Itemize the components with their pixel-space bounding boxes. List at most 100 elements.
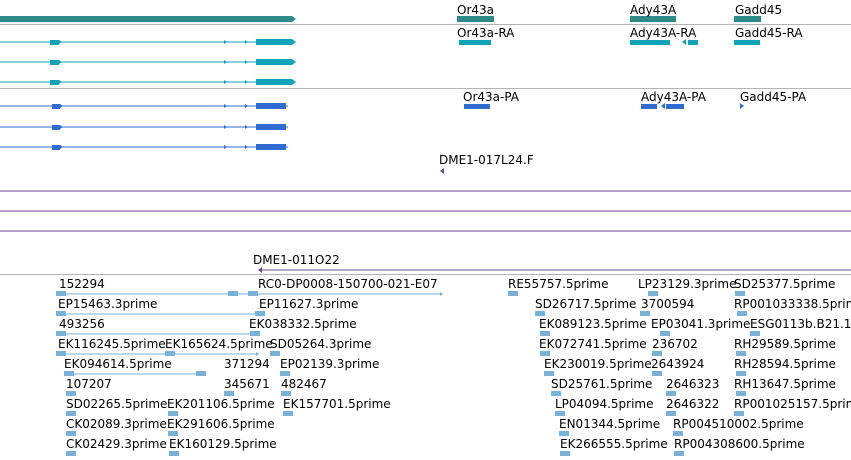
est-block xyxy=(196,371,206,376)
est-label[interactable]: EK094614.5prime xyxy=(64,357,172,371)
transcript-arrow xyxy=(292,39,296,45)
est-label[interactable]: EK157701.5prime xyxy=(283,397,391,411)
est-label[interactable]: RP001025157.5prime xyxy=(734,397,851,411)
est-label[interactable]: EK291606.5prime xyxy=(167,417,275,431)
est-label[interactable]: 493256 xyxy=(59,317,105,331)
est-block xyxy=(560,451,570,456)
est-label[interactable]: 345671 xyxy=(224,377,270,391)
est-label[interactable]: EK072741.5prime xyxy=(539,337,647,351)
est-label[interactable]: SD25377.5prime xyxy=(734,277,836,291)
est-label[interactable]: RH13647.5prime xyxy=(734,377,836,391)
gene-label-gadd45[interactable]: Gadd45 xyxy=(735,3,783,17)
est-label[interactable]: EP11627.3prime xyxy=(259,297,359,311)
est-label[interactable]: SD05264.3prime xyxy=(270,337,372,351)
est-label[interactable]: RC0-DP0008-150700-021-E07 xyxy=(258,277,438,291)
est-arrow xyxy=(256,352,259,356)
est-label[interactable]: 152294 xyxy=(59,277,105,291)
est-block xyxy=(169,451,179,456)
transcript-arrow xyxy=(292,59,296,65)
track-separator xyxy=(0,88,851,89)
est-block xyxy=(652,371,662,376)
est-label[interactable]: EK116245.5prime xyxy=(58,337,166,351)
est-label[interactable]: EK266555.5prime xyxy=(560,437,668,451)
est-label[interactable]: 107207 xyxy=(66,377,112,391)
est-label[interactable]: SD26717.5prime xyxy=(535,297,637,311)
gene-label-ady43a[interactable]: Ady43A xyxy=(630,3,677,17)
est-label[interactable]: 482467 xyxy=(281,377,327,391)
transcript-label-or43a-ra[interactable]: Or43a-RA xyxy=(457,26,515,40)
transcript-feature xyxy=(734,40,760,45)
est-label[interactable]: SD25761.5prime xyxy=(551,377,653,391)
est-label[interactable]: 2646322 xyxy=(666,397,720,411)
transcript-arrow xyxy=(224,40,227,44)
polypeptide-arrow xyxy=(245,145,248,149)
est-block xyxy=(56,331,66,336)
est-label[interactable]: 2643924 xyxy=(651,357,705,371)
clone-end-arrow xyxy=(258,267,262,273)
est-label[interactable]: 236702 xyxy=(652,337,698,351)
transcript-exon xyxy=(50,80,59,85)
est-label[interactable]: EN01344.5prime xyxy=(559,417,661,431)
est-label[interactable]: SD02265.5prime xyxy=(66,397,168,411)
est-block xyxy=(673,431,683,436)
est-label[interactable]: RP001033338.5prime xyxy=(734,297,851,311)
transcript-exon xyxy=(50,40,59,45)
clone-label-dme1-017l24-f[interactable]: DME1-017L24.F xyxy=(439,153,534,167)
est-label[interactable]: CK02089.3prime xyxy=(66,417,167,431)
est-block xyxy=(660,331,670,336)
est-block xyxy=(56,311,66,316)
est-label[interactable]: ESG0113b.B21.1 xyxy=(750,317,851,331)
est-label[interactable]: EK230019.5prime xyxy=(544,357,652,371)
gene-feature xyxy=(0,16,292,22)
polypeptide-exon xyxy=(256,124,286,130)
polypeptide-arrow xyxy=(60,125,63,129)
est-block xyxy=(224,391,234,396)
est-label[interactable]: EK038332.5prime xyxy=(249,317,357,331)
est-label[interactable]: RH28594.5prime xyxy=(734,357,836,371)
polypeptide-label-ady43a-pa[interactable]: Ady43A-PA xyxy=(641,90,706,104)
gene-label-or43a[interactable]: Or43a xyxy=(457,3,495,17)
polypeptide-label-gadd45-pa[interactable]: Gadd45-PA xyxy=(740,90,807,104)
est-block xyxy=(168,411,178,416)
est-label[interactable]: EK089123.5prime xyxy=(539,317,647,331)
transcript-exon xyxy=(256,59,292,65)
est-label[interactable]: RP004308600.5prime xyxy=(674,437,805,451)
est-block xyxy=(66,391,76,396)
transcript-label-ady43a-ra[interactable]: Ady43A-RA xyxy=(630,26,697,40)
est-block xyxy=(283,411,293,416)
est-label[interactable]: 371294 xyxy=(224,357,270,371)
polypeptide-arrow xyxy=(224,104,227,108)
est-block xyxy=(544,371,554,376)
est-label[interactable]: EK160129.5prime xyxy=(169,437,277,451)
est-block xyxy=(168,431,178,436)
est-label[interactable]: CK02429.3prime xyxy=(66,437,167,451)
polypeptide-arrow xyxy=(224,145,227,149)
polypeptide-exon xyxy=(52,145,60,150)
est-label[interactable]: EP02139.3prime xyxy=(280,357,380,371)
est-label[interactable]: EK165624.5prime xyxy=(165,337,273,351)
transcript-exon xyxy=(256,79,292,85)
est-label[interactable]: RE55757.5prime xyxy=(508,277,609,291)
est-label[interactable]: EP03041.3prime xyxy=(651,317,751,331)
polypeptide-arrow xyxy=(245,125,248,129)
transcript-arrow xyxy=(245,80,248,84)
transcript-label-gadd45-ra[interactable]: Gadd45-RA xyxy=(735,26,803,40)
polypeptide-arrow xyxy=(740,103,744,109)
est-label[interactable]: 2646323 xyxy=(666,377,720,391)
est-label[interactable]: 3700594 xyxy=(641,297,695,311)
est-block xyxy=(551,391,561,396)
est-label[interactable]: EP15463.3prime xyxy=(58,297,158,311)
polypeptide-label-or43a-pa[interactable]: Or43a-PA xyxy=(463,90,520,104)
est-label[interactable]: RH29589.5prime xyxy=(734,337,836,351)
polypeptide-arrow xyxy=(661,103,665,109)
est-label[interactable]: EK201106.5prime xyxy=(167,397,275,411)
est-block xyxy=(736,371,746,376)
gene-feature-arrow xyxy=(292,16,296,22)
est-block xyxy=(648,291,658,296)
est-label[interactable]: LP23129.3prime xyxy=(638,277,737,291)
est-block xyxy=(736,391,746,396)
clone-label-dme1-011o22[interactable]: DME1-011O22 xyxy=(253,253,340,267)
est-block xyxy=(734,411,744,416)
est-label[interactable]: RP004510002.5prime xyxy=(673,417,804,431)
est-label[interactable]: LP04094.5prime xyxy=(555,397,654,411)
